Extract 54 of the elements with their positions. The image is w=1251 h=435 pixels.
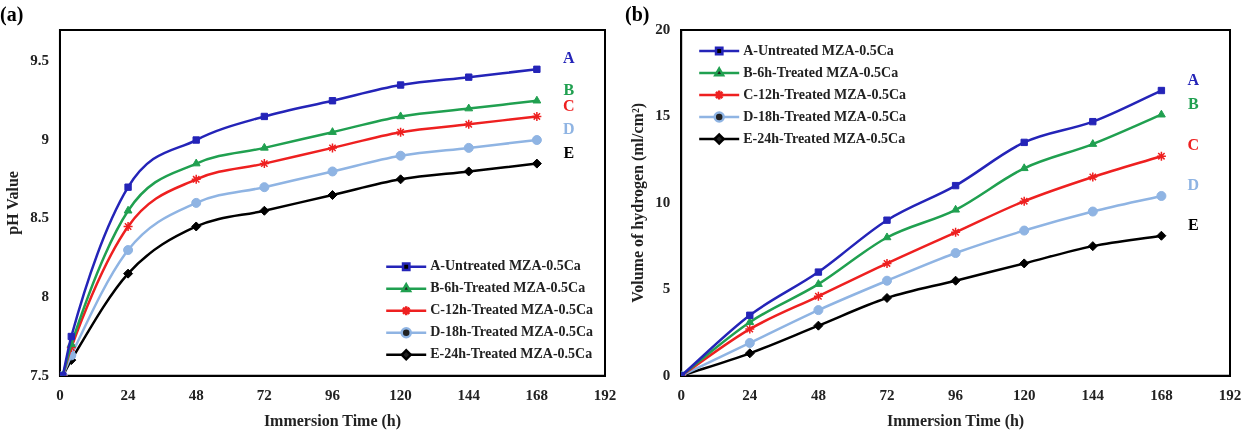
y-axis-title: pH Value [3, 171, 22, 235]
y-tick-label: 8 [41, 288, 49, 305]
x-tick-label: 168 [525, 386, 549, 403]
legend-label: D-18h-Treated MZA-0.5Ca [430, 324, 594, 340]
y-tick-label: 7.5 [30, 366, 49, 383]
annotation: A [563, 49, 576, 67]
x-tick-label: 0 [56, 386, 64, 403]
y-tick-label: 8.5 [30, 209, 49, 226]
x-tick-label: 192 [593, 386, 617, 403]
annotation: B [563, 80, 575, 98]
x-axis-title: Immersion Time (h) [887, 411, 1025, 430]
legend-label: E-24h-Treated MZA-0.5Ca [430, 346, 593, 362]
annotation: E [563, 143, 575, 161]
x-axis-title: Immersion Time (h) [263, 411, 402, 430]
x-tick-label: 48 [188, 386, 204, 403]
x-tick-label: 24 [120, 386, 137, 403]
legend-label: C-12h-Treated MZA-0.5Ca [743, 86, 906, 102]
annotation: D [563, 120, 575, 138]
annotation: B [1188, 94, 1200, 112]
x-tick-label: 96 [948, 386, 964, 403]
annotation: E [1188, 215, 1199, 233]
x-tick-label: 168 [1150, 386, 1173, 403]
legend-label: E-24h-Treated MZA-0.5Ca [743, 130, 906, 146]
y-tick-label: 20 [655, 20, 671, 37]
legend-label: B-6h-Treated MZA-0.5Ca [743, 64, 899, 80]
legend-label: B-6h-Treated MZA-0.5Ca [430, 280, 586, 296]
y-axis-title: Volume of hydrogen (ml/cm²) [628, 102, 647, 303]
x-tick-label: 120 [389, 386, 412, 403]
x-tick-label: 72 [256, 386, 272, 403]
x-tick-label: 48 [810, 386, 826, 403]
chart-title: (a) [0, 3, 24, 27]
x-tick-label: 192 [1218, 386, 1242, 403]
y-tick-label: 9.5 [30, 52, 49, 69]
x-tick-label: 144 [457, 386, 481, 403]
x-tick-label: 72 [879, 386, 895, 403]
legend-label: C-12h-Treated MZA-0.5Ca [430, 302, 594, 318]
y-tick-label: 5 [662, 280, 671, 297]
chart-title: (b) [625, 3, 650, 27]
annotation: C [563, 96, 575, 114]
y-tick-label: 0 [662, 366, 671, 383]
y-tick-label: 9 [41, 130, 49, 147]
legend-label: D-18h-Treated MZA-0.5Ca [743, 108, 906, 124]
y-tick-label: 15 [655, 107, 671, 124]
annotation: A [1187, 70, 1200, 88]
annotation: D [1187, 176, 1200, 194]
legend-label: A-Untreated MZA-0.5Ca [743, 42, 894, 58]
y-tick-label: 10 [655, 193, 671, 210]
x-tick-label: 0 [677, 386, 685, 403]
x-tick-label: 24 [742, 386, 758, 403]
legend-label: A-Untreated MZA-0.5Ca [430, 258, 581, 274]
x-tick-label: 120 [1012, 386, 1036, 403]
x-tick-label: 96 [324, 386, 341, 403]
x-tick-label: 144 [1081, 386, 1105, 403]
annotation: C [1187, 136, 1200, 154]
